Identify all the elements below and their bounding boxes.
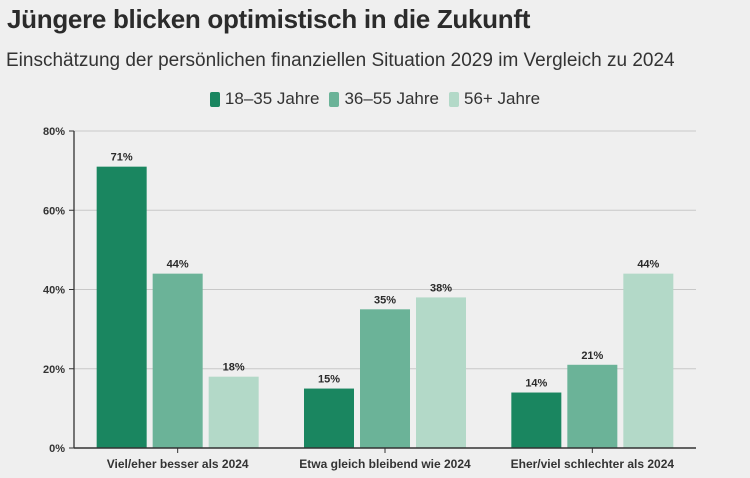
x-tick-label: Viel/eher besser als 2024: [107, 457, 249, 471]
chart-subtitle: Einschätzung der persönlichen finanziell…: [6, 50, 675, 71]
bar: [360, 309, 410, 448]
y-tick-label: 60%: [43, 205, 65, 217]
chart-title: Jüngere blicken optimistisch in die Zuku…: [7, 4, 531, 34]
axes: 0% 20% 40% 60% 80% Viel/eher besser als 2024 E…: [43, 126, 696, 471]
y-tick-label: 0%: [49, 443, 65, 455]
legend-swatch-18-35: [209, 91, 220, 107]
data-label: 71%: [111, 152, 133, 164]
data-label: 44%: [167, 259, 189, 271]
data-label: 21%: [581, 350, 603, 362]
bars: 71% 44% 18% 15% 35% 38% 14% 21% 44%: [96, 152, 674, 448]
bar: [96, 166, 147, 448]
data-label: 35%: [374, 294, 396, 306]
x-tick-label: Eher/viel schlechter als 2024: [511, 457, 675, 471]
data-label: 14%: [525, 378, 547, 390]
legend-label-18-35: 18–35 Jahre: [224, 89, 320, 108]
bar: [416, 297, 466, 448]
legend-swatch-36-55: [329, 91, 340, 107]
y-tick-label: 80%: [43, 126, 65, 138]
bar: [623, 273, 674, 448]
x-tick-label: Etwa gleich bleibend wie 2024: [299, 457, 471, 471]
legend-label-36-55: 36–55 Jahre: [344, 89, 439, 108]
data-label: 18%: [223, 362, 245, 374]
bar: [208, 376, 259, 448]
legend-label-56plus: 56+ Jahre: [463, 89, 541, 108]
bar: [304, 388, 354, 448]
data-label: 44%: [637, 259, 659, 271]
bar: [511, 392, 562, 448]
data-label: 15%: [318, 374, 340, 386]
y-tick-label: 40%: [43, 285, 65, 297]
legend-item-18-35: 18–35 Jahre: [209, 89, 320, 109]
data-label: 38%: [430, 282, 452, 294]
legend-item-36-55: 36–55 Jahre: [329, 89, 439, 109]
legend: 18–35 Jahre 36–55 Jahre 56+ Jahre: [0, 89, 750, 109]
y-tick-label: 20%: [43, 364, 65, 376]
legend-swatch-56plus: [448, 91, 459, 107]
bar: [567, 364, 618, 448]
bar: [152, 273, 203, 448]
legend-item-56plus: 56+ Jahre: [448, 89, 541, 109]
